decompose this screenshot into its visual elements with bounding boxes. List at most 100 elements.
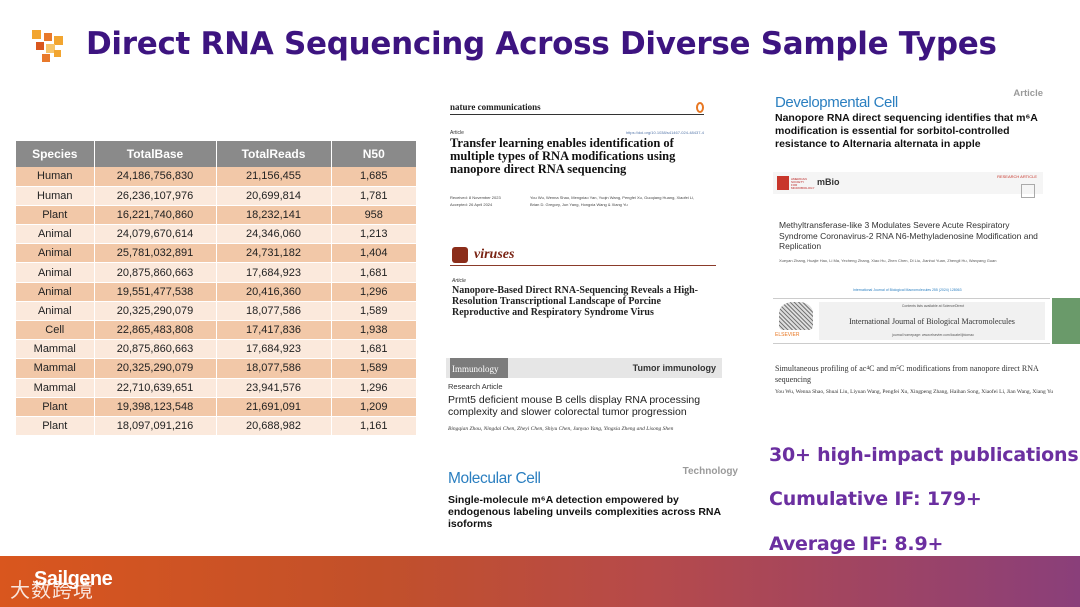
virus-icon	[452, 247, 468, 263]
header-totalbase: TotalBase	[94, 141, 217, 167]
cell-n50: 1,938	[331, 320, 416, 341]
journal-header-bar	[450, 246, 716, 266]
journal-name: nature communications	[450, 102, 541, 112]
journal-name: Developmental Cell	[775, 94, 898, 111]
cell-n50: 1,589	[331, 301, 416, 322]
cell-totalreads: 24,346,060	[216, 224, 332, 245]
stat-average-if: Average IF: 8.9+	[769, 533, 944, 555]
table-body: Human 24,186,756,830 21,156,455 1,685 Human 2…	[16, 167, 416, 437]
table-row: Plant 19,398,123,548 21,691,091 1,209	[16, 397, 416, 417]
paper-title: Methyltransferase-like 3 Modulates Sever…	[779, 220, 1038, 251]
paper-viruses: viruses Article Nanopore-Based Direct RN…	[446, 238, 716, 334]
received-date: Received: 8 November 2023	[450, 195, 501, 200]
paper-title: Prmt5 deficient mouse B cells display RN…	[448, 394, 701, 418]
cell-species: Mammal	[16, 358, 95, 379]
cell-species: Plant	[16, 397, 95, 417]
cell-totalreads: 20,699,814	[216, 186, 332, 206]
cell-species: Cell	[16, 320, 95, 341]
open-access-icon	[696, 102, 704, 113]
cell-n50: 1,781	[331, 186, 416, 206]
cell-totalbase: 16,221,740,860	[94, 205, 217, 226]
cell-totalbase: 24,079,670,614	[94, 224, 217, 245]
cell-totalreads: 21,691,091	[216, 397, 332, 417]
cell-totalreads: 17,417,836	[216, 320, 332, 341]
cell-totalreads: 17,684,923	[216, 262, 332, 283]
elsevier-tree-icon	[779, 302, 813, 330]
cell-species: Mammal	[16, 339, 95, 360]
paper-authors: Xueyan Zhang, Huajie Hao, Li Ma, Yecheng…	[779, 258, 997, 263]
journal-homepage: journal homepage: www.elsevier.com/locat…	[892, 333, 974, 337]
journal-name: viruses	[474, 247, 515, 262]
cell-species: Animal	[16, 262, 95, 283]
cell-species: Animal	[16, 243, 95, 264]
table-row: Human 24,186,756,830 21,156,455 1,685	[16, 167, 416, 187]
cell-species: Plant	[16, 205, 95, 226]
cell-n50: 1,161	[331, 416, 416, 437]
divider	[450, 114, 704, 115]
journal-name: International Journal of Biological Macr…	[849, 317, 1015, 326]
article-type: Article	[452, 278, 466, 284]
society-logo-icon	[777, 176, 789, 190]
cell-n50: 1,681	[331, 339, 416, 360]
journal-header-bar	[773, 172, 1043, 194]
accepted-date: Accepted: 26 April 2024	[450, 202, 493, 207]
cell-species: Animal	[16, 301, 95, 322]
journal-citation: International Journal of Biological Macr…	[853, 288, 962, 292]
cell-species: Human	[16, 186, 95, 206]
cell-totalbase: 22,865,483,808	[94, 320, 217, 341]
cell-species: Plant	[16, 416, 95, 437]
cell-totalreads: 24,731,182	[216, 243, 332, 264]
section-tag: Article	[1013, 88, 1043, 99]
paper-authors: You Wu, Wenna Shao, Mengxiao Yan, Yuqin …	[530, 195, 695, 207]
brand-name: Sailgene	[34, 568, 113, 590]
paper-molecular-cell: Molecular Cell Technology Single-molecul…	[442, 462, 742, 540]
cell-totalreads: 18,232,141	[216, 205, 332, 226]
publisher-name: ELSEVIER	[775, 332, 800, 338]
cell-n50: 1,685	[331, 167, 416, 187]
paper-title: Single-molecule m⁶A detection empowered …	[448, 494, 721, 530]
stat-publications: 30+ high-impact publications	[769, 444, 1079, 466]
table-row: Human 26,236,107,976 20,699,814 1,781	[16, 186, 416, 206]
cell-totalreads: 17,684,923	[216, 339, 332, 360]
journal-banner	[819, 302, 1045, 340]
society-name: AMERICAN SOCIETY FOR MICROBIOLOGY	[791, 177, 815, 190]
table-row: Animal 25,781,032,891 24,731,182 1,404	[16, 243, 416, 264]
cell-totalreads: 20,688,982	[216, 416, 332, 437]
cell-n50: 1,213	[331, 224, 416, 245]
cell-totalbase: 22,710,639,651	[94, 378, 217, 398]
company-logo-icon	[32, 30, 63, 62]
section-tag: Tumor immunology	[632, 363, 716, 373]
article-doi: https://doi.org/10.1038/s41467-024-48437…	[625, 130, 704, 135]
watermark: 大数跨境	[10, 578, 94, 602]
journal-cover-image	[1052, 298, 1080, 344]
header-species: Species	[16, 141, 95, 167]
paper-mbio: AMERICAN SOCIETY FOR MICROBIOLOGY mBio R…	[773, 168, 1043, 274]
cell-totalbase: 25,781,032,891	[94, 243, 217, 264]
cell-totalbase: 20,325,290,079	[94, 358, 217, 379]
paper-developmental-cell: Article Developmental Cell Nanopore RNA …	[771, 86, 1047, 162]
article-type: Article	[450, 130, 464, 136]
cell-n50: 1,296	[331, 282, 416, 302]
section-tag: RESEARCH ARTICLE	[997, 174, 1037, 179]
paper-authors: You Wu, Wenna Shao, Shuai Liu, Liyuan Wa…	[775, 389, 1054, 395]
cell-totalbase: 18,097,091,216	[94, 416, 217, 437]
table-row: Plant 16,221,740,860 18,232,141 958	[16, 205, 416, 226]
table-row: Mammal 22,710,639,651 23,941,576 1,296	[16, 378, 416, 398]
cell-totalreads: 18,077,586	[216, 301, 332, 322]
cell-species: Mammal	[16, 378, 95, 398]
page-title: Direct RNA Sequencing Across Diverse Sam…	[86, 26, 997, 62]
section-tag: Technology	[682, 466, 738, 477]
journal-header-box	[773, 298, 1050, 344]
footer-bar	[0, 556, 1080, 607]
table-row: Animal 24,079,670,614 24,346,060 1,213	[16, 224, 416, 245]
header-totalreads: TotalReads	[216, 141, 332, 167]
check-updates-icon	[1021, 184, 1035, 198]
cell-n50: 1,589	[331, 358, 416, 379]
table-row: Mammal 20,325,290,079 18,077,586 1,589	[16, 358, 416, 379]
cell-n50: 958	[331, 205, 416, 226]
cell-totalbase: 24,186,756,830	[94, 167, 217, 187]
sequencing-table: Species TotalBase TotalReads N50 Human 24…	[16, 141, 416, 437]
journal-name: mBio	[817, 177, 840, 187]
cell-totalbase: 20,875,860,663	[94, 262, 217, 283]
